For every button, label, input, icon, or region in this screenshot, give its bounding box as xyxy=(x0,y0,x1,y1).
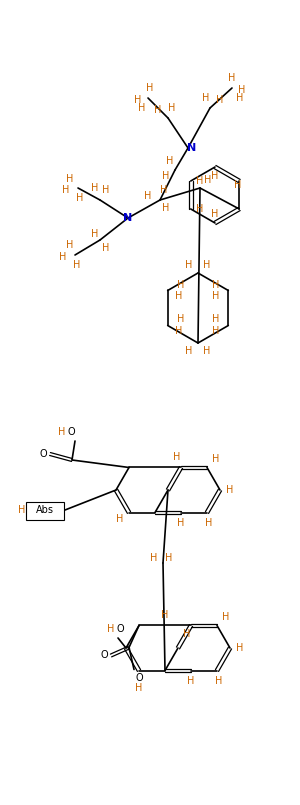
Text: H: H xyxy=(211,209,219,219)
Text: H: H xyxy=(177,518,185,527)
Text: H: H xyxy=(107,624,115,634)
Text: H: H xyxy=(185,346,193,356)
Text: H: H xyxy=(59,252,67,262)
Text: H: H xyxy=(160,185,168,195)
Text: H: H xyxy=(150,553,158,563)
Text: H: H xyxy=(212,327,219,336)
Text: H: H xyxy=(238,85,246,95)
Text: H: H xyxy=(173,452,181,463)
Text: H: H xyxy=(205,518,213,527)
Text: H: H xyxy=(154,105,162,115)
Text: H: H xyxy=(91,229,99,239)
Text: H: H xyxy=(177,315,184,324)
Text: H: H xyxy=(175,291,182,302)
Text: H: H xyxy=(166,156,174,166)
Text: H: H xyxy=(234,180,241,190)
Text: N: N xyxy=(188,143,196,153)
Text: H: H xyxy=(134,95,142,105)
Text: H: H xyxy=(102,243,110,253)
Text: H: H xyxy=(58,427,66,437)
Text: H: H xyxy=(102,185,110,195)
Text: H: H xyxy=(162,203,170,213)
Text: H: H xyxy=(226,485,234,495)
Text: H: H xyxy=(168,103,176,113)
Text: H: H xyxy=(138,103,146,113)
Text: O: O xyxy=(67,427,75,437)
Text: H: H xyxy=(73,260,81,270)
Text: H: H xyxy=(216,95,224,105)
Text: O: O xyxy=(39,449,47,459)
Text: H: H xyxy=(185,260,193,270)
Text: H: H xyxy=(161,610,169,621)
Text: H: H xyxy=(144,191,152,201)
Text: H: H xyxy=(91,183,99,193)
Text: H: H xyxy=(212,455,220,464)
Text: H: H xyxy=(175,327,182,336)
Text: H: H xyxy=(66,174,74,184)
FancyBboxPatch shape xyxy=(26,502,64,520)
Text: H: H xyxy=(222,613,230,622)
Text: H: H xyxy=(76,193,84,203)
Text: H: H xyxy=(203,260,211,270)
Text: H: H xyxy=(236,93,244,103)
Text: H: H xyxy=(215,675,223,686)
Text: H: H xyxy=(236,643,244,653)
Text: H: H xyxy=(196,204,203,214)
Text: H: H xyxy=(62,185,70,195)
Text: H: H xyxy=(203,346,211,356)
Text: H: H xyxy=(196,176,203,186)
Text: H: H xyxy=(202,93,210,103)
Text: H: H xyxy=(228,73,236,83)
Text: H: H xyxy=(18,505,26,515)
Text: O: O xyxy=(135,674,143,683)
Text: O: O xyxy=(116,624,124,634)
Text: H: H xyxy=(146,83,154,93)
Text: H: H xyxy=(116,514,124,523)
Text: H: H xyxy=(212,279,219,290)
Text: H: H xyxy=(177,279,184,290)
Text: H: H xyxy=(66,240,74,250)
Text: H: H xyxy=(212,315,219,324)
Text: H: H xyxy=(162,171,170,181)
Text: Abs: Abs xyxy=(36,505,54,515)
Text: H: H xyxy=(183,630,191,639)
Text: H: H xyxy=(204,175,212,185)
Text: H: H xyxy=(187,675,195,686)
Text: N: N xyxy=(123,213,133,223)
Text: H: H xyxy=(165,553,173,563)
Text: H: H xyxy=(135,683,143,693)
Text: H: H xyxy=(211,171,219,181)
Text: O: O xyxy=(100,650,108,660)
Text: H: H xyxy=(212,291,219,302)
